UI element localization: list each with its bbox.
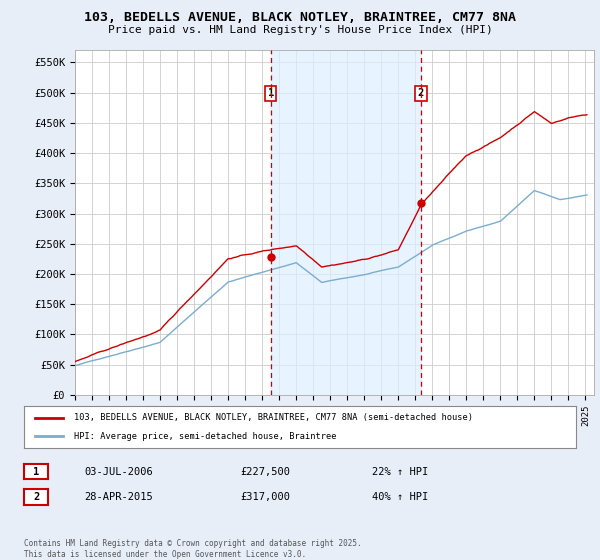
Text: £227,500: £227,500 <box>240 466 290 477</box>
Text: Price paid vs. HM Land Registry's House Price Index (HPI): Price paid vs. HM Land Registry's House … <box>107 25 493 35</box>
Text: Contains HM Land Registry data © Crown copyright and database right 2025.
This d: Contains HM Land Registry data © Crown c… <box>24 539 362 559</box>
Text: 103, BEDELLS AVENUE, BLACK NOTLEY, BRAINTREE, CM77 8NA (semi-detached house): 103, BEDELLS AVENUE, BLACK NOTLEY, BRAIN… <box>74 413 473 422</box>
Text: 2: 2 <box>418 88 424 99</box>
Text: 1: 1 <box>268 88 274 99</box>
Text: 22% ↑ HPI: 22% ↑ HPI <box>372 466 428 477</box>
Text: £317,000: £317,000 <box>240 492 290 502</box>
Text: 28-APR-2015: 28-APR-2015 <box>84 492 153 502</box>
Text: 2: 2 <box>33 492 39 502</box>
Text: 1: 1 <box>33 466 39 477</box>
Text: 103, BEDELLS AVENUE, BLACK NOTLEY, BRAINTREE, CM77 8NA: 103, BEDELLS AVENUE, BLACK NOTLEY, BRAIN… <box>84 11 516 24</box>
Text: 03-JUL-2006: 03-JUL-2006 <box>84 466 153 477</box>
Text: 40% ↑ HPI: 40% ↑ HPI <box>372 492 428 502</box>
Bar <box>271 50 421 395</box>
Text: HPI: Average price, semi-detached house, Braintree: HPI: Average price, semi-detached house,… <box>74 432 336 441</box>
